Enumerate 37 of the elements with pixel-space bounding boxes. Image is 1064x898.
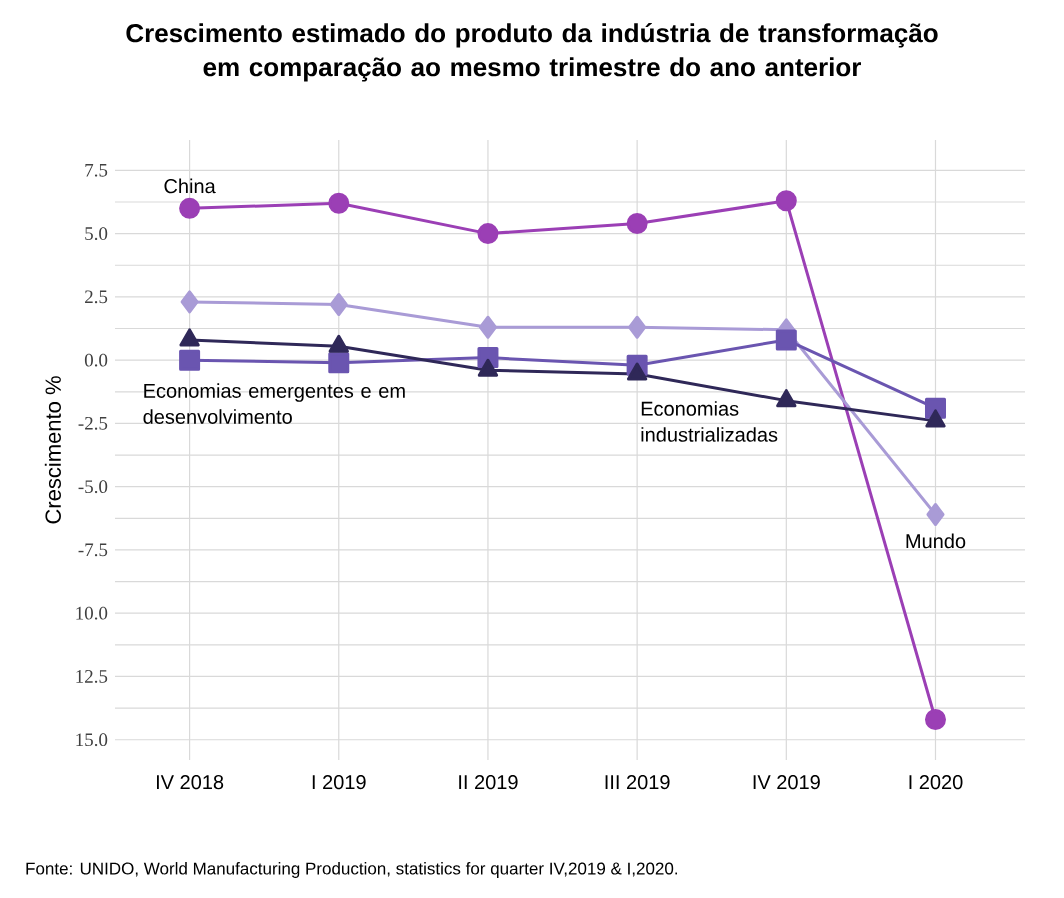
series-label: China (164, 178, 216, 194)
point (179, 197, 201, 219)
x-tick-label: II 2019 (459, 775, 518, 790)
source-note: Fonte: UNIDO, World Manufacturing Production, statistics for quarter IV,2019 & I,2020. (26, 862, 678, 878)
y-tick-label: -7.5 (78, 543, 108, 557)
point (926, 503, 945, 527)
point (924, 709, 946, 730)
y-tick-label: -5.0 (78, 480, 108, 494)
chart-title: Crescimento estimado do produto da indústria de transformação em comparação ao mesmo trimestre do ano anterior (126, 23, 938, 82)
series-label: Mundo (906, 533, 966, 549)
point (478, 315, 497, 339)
point (179, 349, 201, 371)
y-tick-label: -2.5 (78, 416, 108, 430)
point (775, 190, 797, 212)
x-tick-label: IV 2019 (753, 775, 820, 790)
y-tick-label: 12.5 (76, 670, 108, 683)
y-tick-label: 10.0 (76, 606, 108, 620)
y-axis-title: Crescimento % (44, 376, 61, 524)
y-tick-label: 2.5 (85, 290, 108, 304)
x-tick-label: III 2019 (605, 775, 670, 790)
series-label: Economias industrializadas (641, 401, 778, 442)
point (626, 212, 648, 234)
point (328, 352, 350, 374)
point (180, 290, 199, 314)
point (328, 192, 350, 214)
y-tick-label: 0.0 (84, 353, 108, 367)
point (329, 292, 348, 316)
series-label: Economias emergentes e em desenvolvimento (143, 383, 405, 424)
x-tick-label: I 2020 (909, 775, 963, 790)
point (628, 315, 647, 339)
y-tick-label: 5.0 (85, 227, 108, 241)
point (477, 223, 499, 245)
x-tick-label: I 2019 (312, 775, 366, 790)
x-tick-label: IV 2018 (156, 775, 224, 790)
y-tick-label: 15.0 (76, 733, 108, 747)
point (775, 329, 797, 351)
y-tick-label: 7.5 (85, 163, 108, 177)
